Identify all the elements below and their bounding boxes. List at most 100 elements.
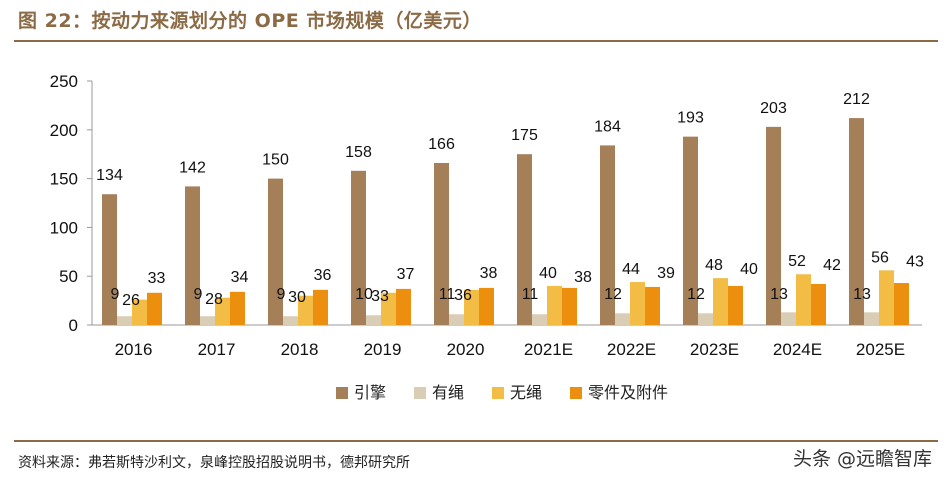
x-tick-label: 2019 bbox=[364, 340, 402, 359]
bar-有绳 bbox=[449, 314, 464, 325]
bar-有绳 bbox=[283, 316, 298, 325]
bar-无绳 bbox=[879, 270, 894, 325]
bar-无绳 bbox=[298, 295, 313, 325]
source-note: 资料来源：弗若斯特沙利文，泉峰控股招股说明书，德邦研究所 bbox=[18, 455, 410, 471]
y-tick-label: 0 bbox=[69, 316, 78, 335]
bar-有绳 bbox=[781, 312, 796, 325]
data-label: 33 bbox=[148, 270, 166, 287]
chart-title: 图 22：按动力来源划分的 OPE 市场规模（亿美元） bbox=[18, 10, 482, 32]
title-divider bbox=[14, 40, 938, 42]
bar-引擎 bbox=[185, 186, 200, 325]
legend-swatch bbox=[492, 387, 504, 399]
data-label: 150 bbox=[262, 152, 289, 169]
bar-无绳 bbox=[796, 274, 811, 325]
bar-引擎 bbox=[434, 162, 449, 325]
data-label: 38 bbox=[480, 265, 498, 282]
data-label: 9 bbox=[194, 286, 203, 303]
data-label: 193 bbox=[677, 110, 704, 127]
data-label: 43 bbox=[906, 253, 924, 270]
data-label: 166 bbox=[428, 136, 455, 153]
bar-零件及附件 bbox=[396, 288, 411, 325]
legend-swatch bbox=[414, 387, 426, 399]
bar-有绳 bbox=[200, 316, 215, 325]
bar-引擎 bbox=[102, 194, 117, 325]
bar-零件及附件 bbox=[230, 291, 245, 325]
bar-无绳 bbox=[630, 282, 645, 325]
legend-label: 零件及附件 bbox=[588, 384, 668, 402]
y-tick-label: 250 bbox=[50, 72, 78, 91]
data-label: 212 bbox=[843, 91, 870, 108]
y-tick-label: 200 bbox=[50, 121, 78, 140]
data-label: 13 bbox=[853, 286, 871, 303]
bar-零件及附件 bbox=[894, 283, 909, 325]
bar-有绳 bbox=[864, 312, 879, 325]
data-label: 42 bbox=[823, 257, 841, 274]
y-tick-label: 50 bbox=[59, 267, 78, 286]
bar-无绳 bbox=[713, 278, 728, 325]
data-label: 33 bbox=[371, 288, 389, 305]
data-label: 36 bbox=[314, 267, 332, 284]
legend-label: 引擎 bbox=[354, 384, 386, 402]
bar-零件及附件 bbox=[645, 286, 660, 325]
y-tick-label: 100 bbox=[50, 218, 78, 237]
bar-引擎 bbox=[351, 170, 366, 325]
x-tick-label: 2020 bbox=[447, 340, 485, 359]
bar-有绳 bbox=[698, 313, 713, 325]
data-label: 56 bbox=[871, 249, 889, 266]
data-label: 11 bbox=[439, 286, 456, 303]
legend-swatch bbox=[336, 387, 348, 399]
bar-无绳 bbox=[215, 297, 230, 325]
data-label: 48 bbox=[705, 257, 723, 274]
bar-引擎 bbox=[683, 136, 698, 325]
data-label: 34 bbox=[231, 269, 249, 286]
x-tick-label: 2018 bbox=[281, 340, 319, 359]
bar-有绳 bbox=[532, 314, 547, 325]
legend-label: 有绳 bbox=[432, 384, 464, 402]
bar-无绳 bbox=[381, 292, 396, 325]
data-label: 28 bbox=[205, 291, 223, 308]
data-label: 12 bbox=[604, 286, 622, 303]
legend-swatch bbox=[570, 387, 582, 399]
bar-引擎 bbox=[600, 145, 615, 325]
data-label: 13 bbox=[770, 286, 788, 303]
data-label: 44 bbox=[622, 261, 640, 278]
data-label: 184 bbox=[594, 118, 621, 135]
bar-零件及附件 bbox=[562, 287, 577, 325]
y-tick-label: 150 bbox=[50, 170, 78, 189]
data-label: 9 bbox=[277, 286, 286, 303]
data-label: 142 bbox=[179, 159, 206, 176]
bar-零件及附件 bbox=[479, 287, 494, 325]
data-label: 134 bbox=[96, 167, 123, 184]
bar-有绳 bbox=[366, 315, 381, 325]
bar-零件及附件 bbox=[147, 292, 162, 325]
data-label: 26 bbox=[122, 292, 140, 309]
data-label: 10 bbox=[355, 286, 373, 303]
bar-引擎 bbox=[268, 178, 283, 325]
data-label: 38 bbox=[574, 269, 592, 286]
bar-无绳 bbox=[132, 299, 147, 325]
bar-有绳 bbox=[615, 313, 630, 325]
data-label: 175 bbox=[511, 127, 538, 144]
data-label: 40 bbox=[740, 261, 758, 278]
data-label: 203 bbox=[760, 100, 787, 117]
x-tick-label: 2021E bbox=[524, 340, 573, 359]
x-tick-label: 2022E bbox=[607, 340, 656, 359]
legend-label: 无绳 bbox=[510, 384, 542, 402]
bar-零件及附件 bbox=[811, 284, 826, 325]
bar-无绳 bbox=[464, 289, 479, 325]
data-label: 30 bbox=[288, 289, 306, 306]
x-tick-label: 2017 bbox=[198, 340, 236, 359]
bar-引擎 bbox=[517, 154, 532, 325]
data-label: 36 bbox=[454, 287, 472, 304]
watermark: 头条 @远瞻智库 bbox=[792, 448, 932, 470]
data-label: 39 bbox=[657, 265, 675, 282]
bar-引擎 bbox=[766, 126, 781, 325]
data-label: 40 bbox=[539, 265, 557, 282]
x-tick-label: 2023E bbox=[690, 340, 739, 359]
bar-无绳 bbox=[547, 285, 562, 325]
footer-divider bbox=[14, 440, 938, 442]
x-tick-label: 2016 bbox=[115, 340, 153, 359]
bar-有绳 bbox=[117, 316, 132, 325]
x-tick-label: 2024E bbox=[773, 340, 822, 359]
